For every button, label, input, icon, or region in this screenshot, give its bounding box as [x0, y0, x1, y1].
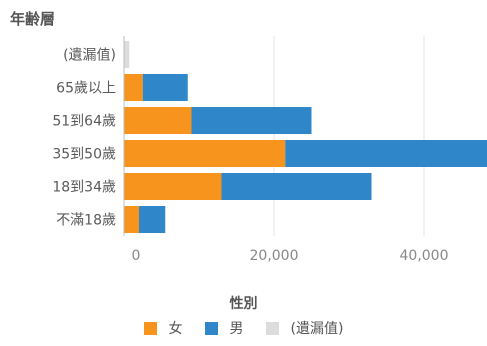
bar-segment: [124, 74, 143, 101]
bar-segment: [285, 140, 487, 167]
x-tick-labels: 0 20,000 40,000: [132, 248, 449, 264]
legend-label: (遺漏值): [290, 321, 344, 337]
bar-segment: [221, 173, 372, 200]
category-label: 不滿18歲: [56, 213, 116, 229]
chart-title: 年齢層: [10, 10, 55, 28]
bar-segment: [124, 140, 286, 167]
legend-item: 女: [143, 318, 183, 338]
bar-segment: [139, 206, 166, 233]
category-label: 18到34歲: [52, 180, 116, 196]
category-label: 51到64歲: [52, 114, 116, 130]
bar-segment: [142, 74, 188, 101]
bar-segment: [124, 107, 192, 134]
legend-swatch: [204, 321, 218, 335]
grid-lines: [273, 36, 425, 236]
legend-item: (遺漏值): [265, 318, 344, 338]
legend-item: 男: [204, 318, 244, 338]
legend-label: 男: [229, 321, 244, 337]
category-label: (遺漏值): [63, 48, 116, 64]
x-tick-label: 20,000: [250, 248, 299, 264]
legend-swatch: [265, 321, 279, 335]
legend-swatch: [143, 321, 157, 335]
bar-segment: [191, 107, 312, 134]
bars: [124, 41, 487, 233]
bar-segment: [124, 206, 139, 233]
x-tick-label: 0: [132, 248, 141, 264]
legend-title: 性別: [229, 296, 258, 312]
bar-segment: [124, 41, 130, 68]
category-label: 35到50歲: [52, 147, 116, 163]
category-label: 65歲以上: [56, 81, 116, 97]
legend: 女 男 (遺漏值): [0, 318, 487, 338]
legend-label: 女: [168, 321, 183, 337]
bar-segment: [124, 173, 222, 200]
x-tick-label: 40,000: [400, 248, 449, 264]
